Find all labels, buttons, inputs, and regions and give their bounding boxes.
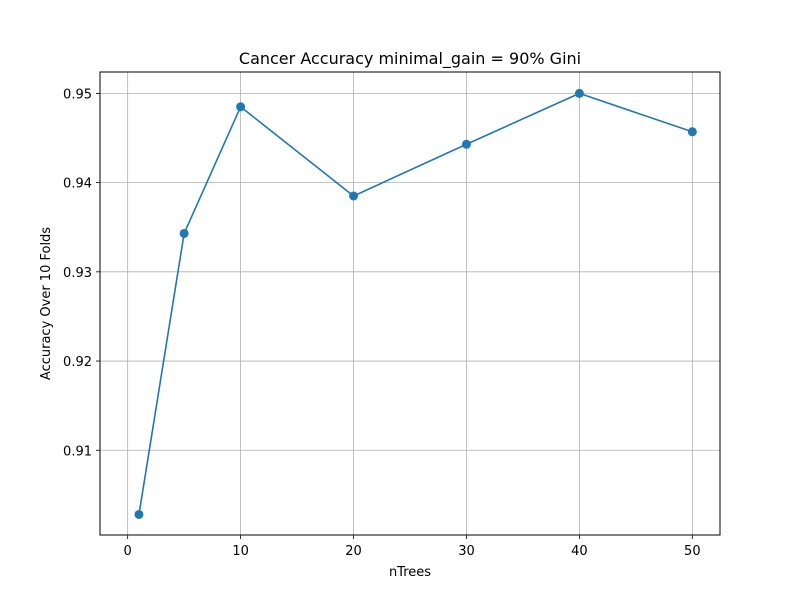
x-tick-label: 20 xyxy=(345,544,362,559)
plot-area-frame xyxy=(99,71,721,536)
x-tick-label: 10 xyxy=(232,544,249,559)
x-tick-label: 0 xyxy=(124,544,132,559)
ticks: 0 10 20 30 40 50 0.91 0.92 0.93 0.94 0.95 xyxy=(63,87,701,559)
data-point xyxy=(134,509,144,519)
y-tick-label: 0.93 xyxy=(63,266,92,281)
y-tick-label: 0.95 xyxy=(63,87,92,102)
x-tick-label: 40 xyxy=(571,544,588,559)
y-tick-label: 0.92 xyxy=(63,355,92,370)
data-point xyxy=(687,127,697,137)
x-tick-label: 50 xyxy=(684,544,701,559)
series-layer xyxy=(134,88,697,519)
data-point xyxy=(461,139,471,149)
data-point xyxy=(179,228,189,238)
chart-title: Cancer Accuracy minimal_gain = 90% Gini xyxy=(239,49,581,69)
y-axis-title: Accuracy Over 10 Folds xyxy=(39,227,54,380)
grid xyxy=(100,72,720,535)
data-point xyxy=(236,102,246,112)
x-axis-title: nTrees xyxy=(389,565,431,580)
x-tick-label: 30 xyxy=(458,544,475,559)
y-tick-label: 0.91 xyxy=(63,444,92,459)
y-tick-label: 0.94 xyxy=(63,177,92,192)
data-point xyxy=(349,191,359,201)
data-point xyxy=(574,88,584,98)
